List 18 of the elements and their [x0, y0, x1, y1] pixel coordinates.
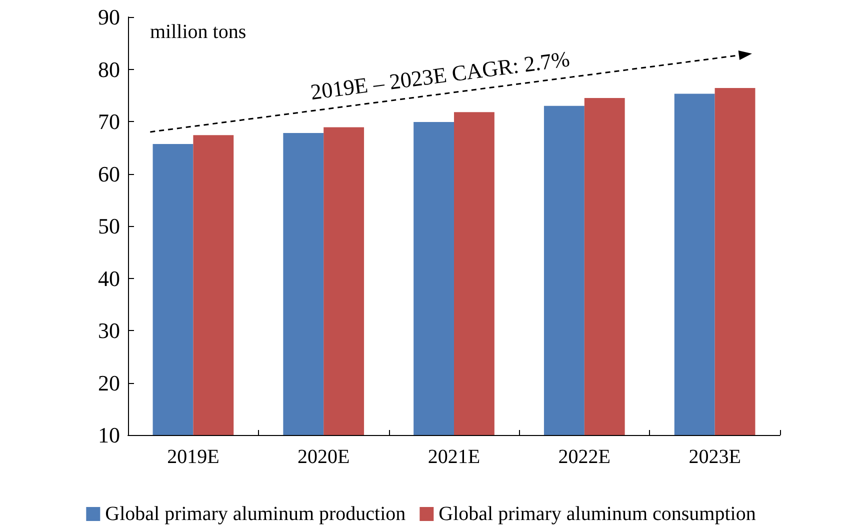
y-tick-label: 40: [98, 266, 120, 291]
y-axis-title: million tons: [150, 21, 246, 43]
y-tick-label: 10: [98, 422, 120, 448]
legend-label: Global primary aluminum consumption: [438, 503, 756, 525]
legend-label: Global primary aluminum production: [105, 503, 406, 525]
x-tick-label: 2020E: [297, 446, 350, 468]
y-tick-label: 80: [98, 56, 120, 82]
x-tick-label: 2023E: [688, 446, 741, 468]
x-tick-label: 2019E: [167, 446, 220, 468]
y-tick-label: 50: [98, 214, 120, 238]
y-tick-label: 20: [98, 370, 120, 396]
annotation: 2019E – 2023E CAGR: 2.7%: [309, 46, 572, 105]
y-tick-label: 70: [98, 109, 120, 134]
x-tick-label: 2021E: [428, 446, 480, 468]
y-tick-label: 30: [98, 318, 120, 343]
y-tick-label: 60: [98, 161, 120, 186]
y-tick-label: 90: [98, 4, 120, 30]
x-tick-label: 2022E: [558, 446, 611, 468]
